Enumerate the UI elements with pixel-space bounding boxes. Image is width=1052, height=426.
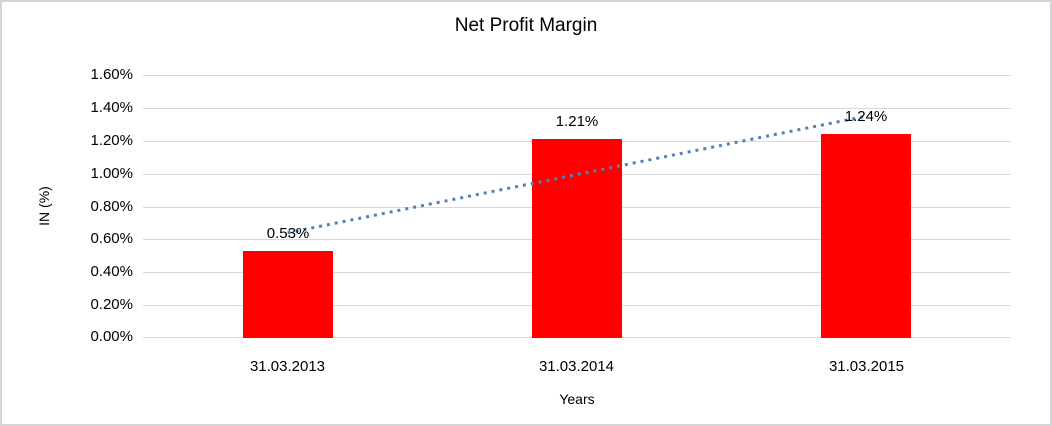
x-tick-label: 31.03.2013 (249, 358, 326, 375)
bar-value-label: 1.24% (844, 108, 888, 125)
y-tick-label: 1.20% (90, 132, 133, 149)
y-tick-label: 0.00% (90, 328, 133, 345)
gridline (143, 75, 1011, 76)
y-tick-label: 0.60% (90, 230, 133, 247)
bar-31.03.2015 (821, 134, 911, 338)
y-tick-label: 0.40% (90, 263, 133, 280)
y-tick-label: 1.00% (90, 165, 133, 182)
bar-value-label: 0.53% (266, 225, 310, 242)
y-axis: 1.60% 1.40% 1.20% 1.00% 0.80% 0.60% 0.40% 0.20%… (2, 66, 133, 345)
bar-value-label: 1.21% (555, 113, 599, 130)
bar-31.03.2013 (243, 251, 333, 338)
y-tick-label: 0.20% (90, 296, 133, 313)
x-tick-label: 31.03.2014 (538, 358, 615, 375)
y-tick-label: 1.40% (90, 99, 133, 116)
x-tick-label: 31.03.2015 (828, 358, 905, 375)
gridline (143, 108, 1011, 109)
bar-31.03.2014 (532, 139, 622, 338)
chart-title: Net Profit Margin (454, 15, 598, 36)
x-axis: 31.03.2013 31.03.2014 31.03.2015 (143, 358, 1011, 378)
y-tick-label: 1.60% (90, 66, 133, 83)
y-tick-label: 0.80% (90, 198, 133, 215)
x-axis-title: Years (559, 391, 595, 407)
plot-area: 0.53% 1.21% 1.24% (143, 75, 1011, 338)
